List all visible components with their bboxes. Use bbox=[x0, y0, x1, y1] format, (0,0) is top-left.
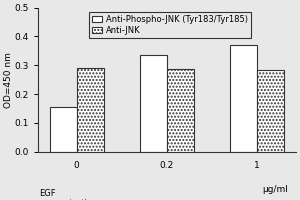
Bar bbox=[140, 55, 167, 152]
Bar bbox=[257, 70, 284, 152]
Text: μg/ml: μg/ml bbox=[262, 185, 288, 194]
Bar bbox=[50, 107, 77, 152]
Bar bbox=[230, 45, 257, 152]
Legend: Anti-Phospho-JNK (Tyr183/Tyr185), Anti-JNK: Anti-Phospho-JNK (Tyr183/Tyr185), Anti-J… bbox=[88, 12, 251, 38]
Bar bbox=[167, 69, 194, 152]
Y-axis label: OD=450 nm: OD=450 nm bbox=[4, 52, 13, 108]
Text: EGF
concentrations: EGF concentrations bbox=[39, 189, 102, 200]
Bar bbox=[77, 68, 104, 152]
